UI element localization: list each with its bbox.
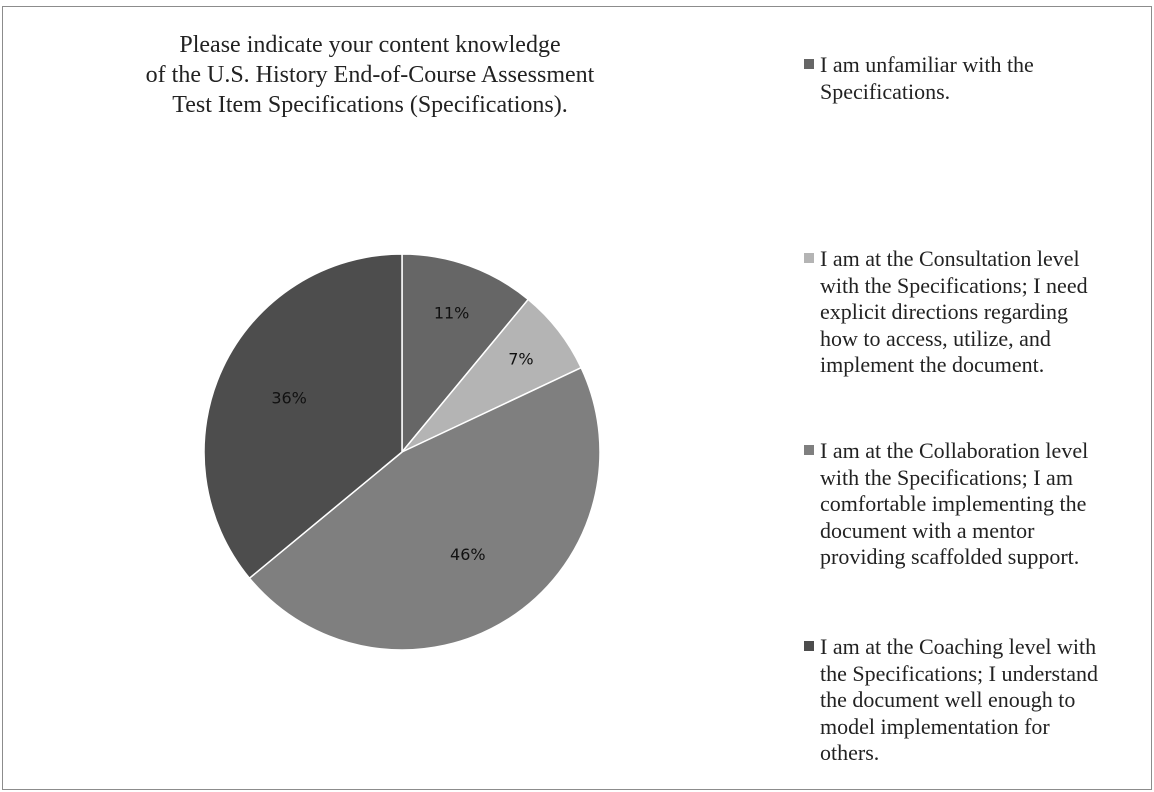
chart-title: Please indicate your content knowledge o… [80, 30, 660, 120]
chart-title-line: Test Item Specifications (Specifications… [172, 92, 568, 118]
legend-item: I am unfamiliar with the Specifications. [800, 52, 1145, 105]
legend-label-line: the Specifications; I understand [820, 660, 1098, 686]
chart-title-line: Please indicate your content knowledge [179, 32, 561, 58]
legend-label-line: I am at the Collaboration level [820, 438, 1089, 463]
legend-label-line: model implementation for [820, 713, 1050, 739]
slice-data-label: 11% [434, 304, 470, 323]
legend-label-line: I am unfamiliar with the [820, 52, 1034, 77]
slice-data-label: 46% [450, 545, 486, 564]
legend-swatch [804, 641, 814, 651]
legend-label-line: with the Specifications; I need [820, 272, 1088, 298]
chart-title-line: of the U.S. History End-of-Course Assess… [145, 62, 595, 88]
legend-item: I am at the Consultation level with the S… [800, 246, 1145, 379]
legend-label: I am at the Coaching level with the Speci… [800, 634, 1145, 767]
legend-swatch [804, 253, 814, 263]
pie-slice [203, 253, 403, 579]
legend-label-line: providing scaffolded support. [820, 544, 1080, 569]
legend-label-line: the document well enough to [820, 687, 1076, 712]
legend-label-line: I am at the Coaching level with [820, 634, 1097, 659]
legend-label-line: how to access, utilize, and [820, 325, 1051, 351]
legend-swatch [804, 445, 814, 455]
legend-label-line: document with a mentor [820, 517, 1035, 543]
pie-slice [401, 253, 529, 453]
legend-label-line: with the Specifications; I am [820, 464, 1073, 490]
legend-label-line: comfortable implementing the [820, 491, 1087, 516]
legend-label: I am unfamiliar with the Specifications. [800, 52, 1145, 105]
legend-item: I am at the Collaboration level with the … [800, 438, 1145, 571]
legend-label-line: I am at the Consultation level [820, 246, 1080, 271]
slice-data-label: 36% [271, 388, 307, 407]
legend-label: I am at the Collaboration level with the … [800, 438, 1145, 571]
legend-swatch [804, 59, 814, 69]
legend-label-line: explicit directions regarding [820, 299, 1069, 324]
legend-item: I am at the Coaching level with the Speci… [800, 634, 1145, 767]
legend-label-line: implement the document. [820, 352, 1045, 377]
pie-slice [248, 366, 601, 651]
legend-label-line: Specifications. [820, 78, 951, 104]
legend-label: I am at the Consultation level with the S… [800, 246, 1145, 379]
legend-label-line: others. [820, 740, 880, 765]
slice-data-label: 7% [508, 349, 533, 368]
